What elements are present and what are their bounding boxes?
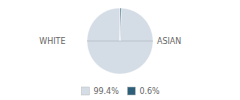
legend-label: 99.4% [93,87,119,96]
pie-slice [120,8,121,41]
legend: 99.4% 0.6% [81,87,160,96]
category-label: WHITE [39,37,65,46]
chart-container: WHITE ASIAN 99.4% 0.6% [0,0,240,100]
slices [87,8,153,74]
connector-line [87,41,153,42]
legend-swatch [81,87,89,95]
legend-swatch [127,87,135,95]
chart: WHITE ASIAN 99.4% 0.6% [0,0,240,100]
legend-label: 0.6% [139,87,160,96]
category-label: ASIAN [157,37,181,46]
pie-slice [87,8,153,74]
